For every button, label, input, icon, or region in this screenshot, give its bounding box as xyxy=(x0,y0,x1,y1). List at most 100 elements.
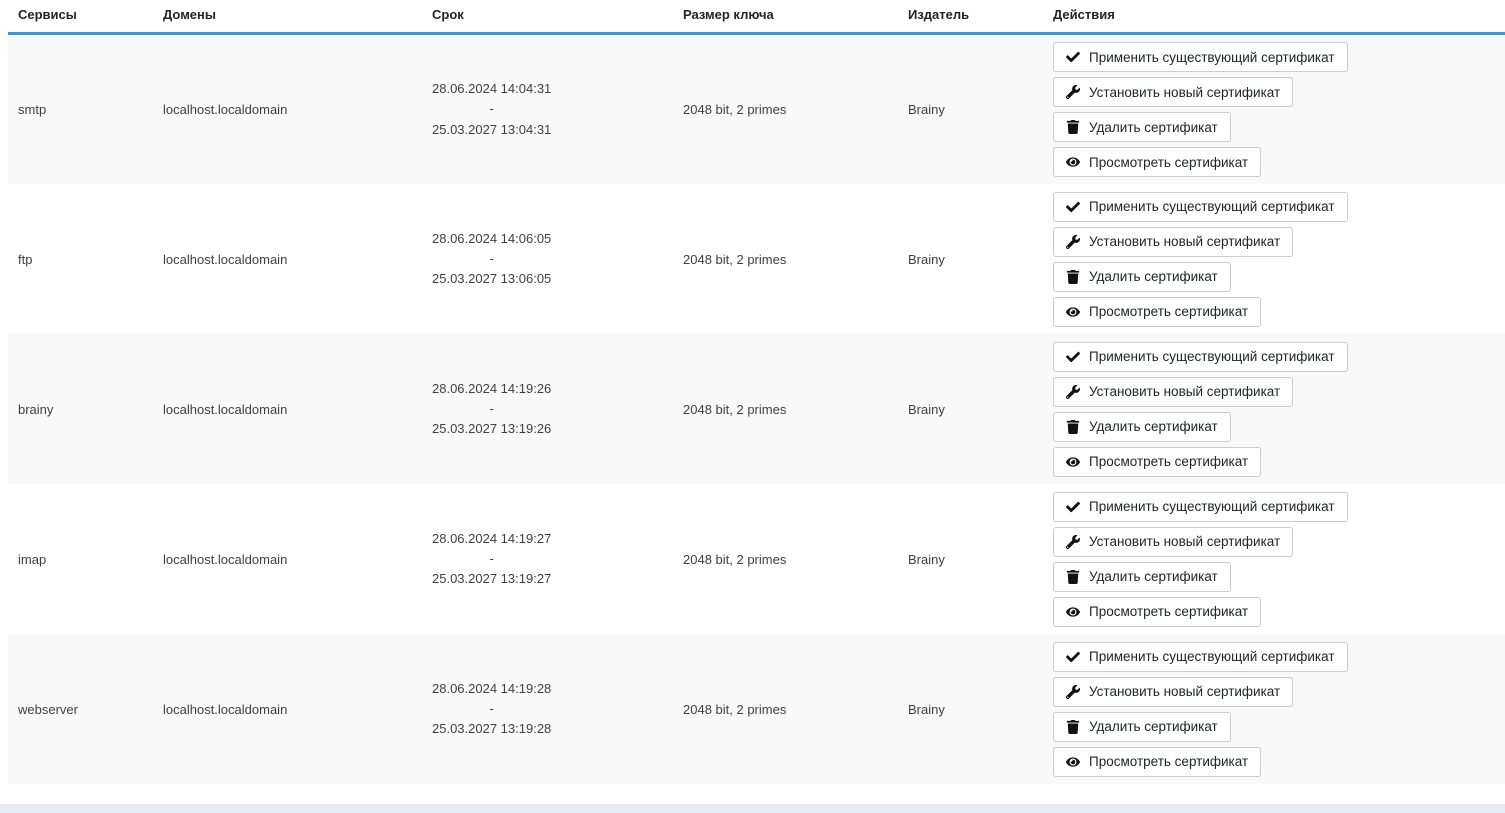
actions-cell: Применить существующий сертификат Устано… xyxy=(1043,34,1505,185)
term-cell: 28.06.2024 14:04:31 - 25.03.2027 13:04:3… xyxy=(422,34,673,185)
trash-icon xyxy=(1066,420,1080,434)
view-certificate-button[interactable]: Просмотреть сертификат xyxy=(1053,446,1262,477)
key-size-cell: 2048 bit, 2 primes xyxy=(683,102,787,117)
term-cell: 28.06.2024 14:19:27 - 25.03.2027 13:19:2… xyxy=(422,484,673,634)
term-to: 25.03.2027 13:04:31 xyxy=(432,121,552,137)
install-new-certificate-button[interactable]: Установить новый сертификат xyxy=(1053,676,1294,707)
service-cell: ftp xyxy=(18,251,33,267)
wrench-icon xyxy=(1066,385,1080,399)
trash-icon xyxy=(1066,270,1080,284)
trash-icon xyxy=(1066,570,1080,584)
domain-cell: localhost.localdomain xyxy=(163,701,288,717)
term-cell: 28.06.2024 14:19:26 - 25.03.2027 13:19:2… xyxy=(422,334,673,484)
term-to: 25.03.2027 13:19:27 xyxy=(432,571,552,587)
eye-icon xyxy=(1066,455,1080,469)
view-certificate-button[interactable]: Просмотреть сертификат xyxy=(1053,147,1262,177)
table-row: webserver localhost.localdomain 28.06.20… xyxy=(8,634,1505,784)
table-row: smtp localhost.localdomain 28.06.2024 14… xyxy=(8,33,1505,185)
issuer-cell: Brainy xyxy=(908,701,945,717)
term-to: 25.03.2027 13:19:26 xyxy=(432,421,552,437)
view-certificate-button[interactable]: Просмотреть сертификат xyxy=(1053,746,1262,777)
delete-certificate-button[interactable]: Удалить сертификат xyxy=(1053,261,1231,292)
actions-cell: Применить существующий сертификат Устано… xyxy=(1043,334,1505,484)
footer-bar xyxy=(0,804,1505,813)
key-size-cell: 2048 bit, 2 primes xyxy=(683,401,787,417)
delete-certificate-button[interactable]: Удалить сертификат xyxy=(1053,112,1231,142)
check-icon xyxy=(1066,350,1080,364)
issuer-cell: Brainy xyxy=(908,551,945,567)
service-cell: imap xyxy=(18,551,47,567)
apply-existing-certificate-button[interactable]: Применить существующий сертификат xyxy=(1053,191,1348,222)
eye-icon xyxy=(1066,155,1080,169)
column-header-issuer: Издатель xyxy=(898,0,1043,35)
column-header-actions: Действия xyxy=(1043,0,1505,35)
eye-icon xyxy=(1066,605,1080,619)
actions-cell: Применить существующий сертификат Устано… xyxy=(1043,634,1505,784)
check-icon xyxy=(1066,500,1080,514)
key-size-cell: 2048 bit, 2 primes xyxy=(683,701,787,717)
wrench-icon xyxy=(1066,535,1080,549)
term-separator: - xyxy=(489,250,494,266)
term-separator: - xyxy=(489,101,494,117)
check-icon xyxy=(1066,50,1080,64)
domain-cell: localhost.localdomain xyxy=(163,102,288,117)
delete-certificate-button[interactable]: Удалить сертификат xyxy=(1053,711,1231,742)
install-new-certificate-button[interactable]: Установить новый сертификат xyxy=(1053,526,1294,557)
check-icon xyxy=(1066,650,1080,664)
install-new-certificate-button[interactable]: Установить новый сертификат xyxy=(1053,376,1294,407)
key-size-cell: 2048 bit, 2 primes xyxy=(683,551,787,567)
certificates-table: Сервисы Домены Срок Размер ключа Издател… xyxy=(8,0,1505,784)
delete-certificate-button[interactable]: Удалить сертификат xyxy=(1053,411,1231,442)
wrench-icon xyxy=(1066,235,1080,249)
term-from: 28.06.2024 14:19:27 xyxy=(432,530,552,546)
wrench-icon xyxy=(1066,685,1080,699)
actions-cell: Применить существующий сертификат Устано… xyxy=(1043,484,1505,634)
install-new-certificate-button[interactable]: Установить новый сертификат xyxy=(1053,226,1294,257)
domain-cell: localhost.localdomain xyxy=(163,251,288,267)
term-from: 28.06.2024 14:06:05 xyxy=(432,230,552,246)
table-row: brainy localhost.localdomain 28.06.2024 … xyxy=(8,334,1505,484)
term-to: 25.03.2027 13:19:28 xyxy=(432,721,552,737)
term-range: 28.06.2024 14:19:28 - 25.03.2027 13:19:2… xyxy=(432,679,551,739)
service-cell: brainy xyxy=(18,401,54,417)
wrench-icon xyxy=(1066,85,1080,99)
apply-existing-certificate-button[interactable]: Применить существующий сертификат xyxy=(1053,42,1348,72)
service-cell: smtp xyxy=(18,102,47,117)
column-header-domains: Домены xyxy=(153,0,422,35)
apply-existing-certificate-button[interactable]: Применить существующий сертификат xyxy=(1053,641,1348,672)
apply-existing-certificate-button[interactable]: Применить существующий сертификат xyxy=(1053,341,1348,372)
table-row: ftp localhost.localdomain 28.06.2024 14:… xyxy=(8,184,1505,334)
view-certificate-button[interactable]: Просмотреть сертификат xyxy=(1053,296,1262,327)
issuer-cell: Brainy xyxy=(908,251,945,267)
term-from: 28.06.2024 14:04:31 xyxy=(432,81,552,97)
table-row: imap localhost.localdomain 28.06.2024 14… xyxy=(8,484,1505,634)
eye-icon xyxy=(1066,755,1080,769)
term-to: 25.03.2027 13:06:05 xyxy=(432,271,552,287)
term-range: 28.06.2024 14:06:05 - 25.03.2027 13:06:0… xyxy=(432,229,551,289)
table-header: Сервисы Домены Срок Размер ключа Издател… xyxy=(8,0,1505,35)
term-separator: - xyxy=(489,700,494,716)
domain-cell: localhost.localdomain xyxy=(163,551,288,567)
trash-icon xyxy=(1066,120,1080,134)
term-from: 28.06.2024 14:19:26 xyxy=(432,380,552,396)
term-range: 28.06.2024 14:04:31 - 25.03.2027 13:04:3… xyxy=(432,79,551,139)
service-cell: webserver xyxy=(18,701,78,717)
column-header-services: Сервисы xyxy=(8,0,153,35)
trash-icon xyxy=(1066,720,1080,734)
eye-icon xyxy=(1066,305,1080,319)
check-icon xyxy=(1066,200,1080,214)
term-cell: 28.06.2024 14:06:05 - 25.03.2027 13:06:0… xyxy=(422,184,673,334)
term-range: 28.06.2024 14:19:26 - 25.03.2027 13:19:2… xyxy=(432,379,551,439)
term-from: 28.06.2024 14:19:28 xyxy=(432,680,552,696)
actions-cell: Применить существующий сертификат Устано… xyxy=(1043,184,1505,334)
delete-certificate-button[interactable]: Удалить сертификат xyxy=(1053,561,1231,592)
view-certificate-button[interactable]: Просмотреть сертификат xyxy=(1053,596,1262,627)
domain-cell: localhost.localdomain xyxy=(163,401,288,417)
term-separator: - xyxy=(489,550,494,566)
term-separator: - xyxy=(489,400,494,416)
apply-existing-certificate-button[interactable]: Применить существующий сертификат xyxy=(1053,491,1348,522)
issuer-cell: Brainy xyxy=(908,102,945,117)
term-range: 28.06.2024 14:19:27 - 25.03.2027 13:19:2… xyxy=(432,529,551,589)
install-new-certificate-button[interactable]: Установить новый сертификат xyxy=(1053,77,1294,107)
